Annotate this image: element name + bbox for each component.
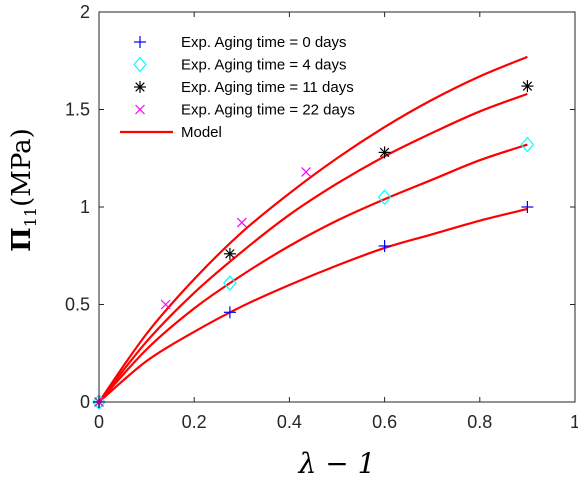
marker-stroke [301, 166, 311, 177]
legend-entry-2: Exp. Aging time = 11 days [181, 79, 354, 96]
x-tick-label: 0.4 [277, 412, 302, 432]
legend-entry-model: Model [181, 124, 222, 141]
plot-area [92, 55, 535, 410]
y-axis-label: Π11(MPa) [7, 128, 40, 252]
data-point-series-1 [92, 394, 106, 410]
y-tick-label: 0 [80, 392, 90, 412]
marker-shape [377, 189, 392, 206]
x-tick-label: 0.8 [467, 412, 492, 432]
model-curve-3 [98, 55, 528, 403]
data-point-series-3 [160, 299, 171, 310]
data-point-series-2 [223, 247, 236, 260]
model-curve-1 [98, 143, 528, 403]
marker-shape [223, 275, 237, 291]
data-point-series-1 [377, 189, 392, 206]
model-curve-0 [98, 207, 528, 403]
legend-entry-3: Exp. Aging time = 22 days [181, 102, 355, 119]
marker-stroke [160, 299, 171, 310]
data-point-series-0 [521, 201, 534, 213]
y-tick-label: 1.5 [65, 100, 90, 120]
marker-shape [520, 136, 535, 153]
marker-shape [133, 56, 147, 73]
data-point-series-0 [223, 306, 236, 319]
data-point-series-1 [223, 275, 237, 291]
y-tick-label: 0.5 [65, 295, 90, 315]
marker-stroke [379, 147, 390, 158]
y-tick-label: 1 [80, 197, 90, 217]
legend-entry-0: Exp. Aging time = 0 days [181, 34, 347, 51]
legend-marker-2 [134, 81, 146, 93]
data-point-series-3 [301, 166, 311, 177]
legend-marker-3 [135, 104, 145, 115]
x-tick-label: 1 [570, 412, 578, 432]
data-point-series-2 [378, 146, 391, 159]
x-tick-label: 0.6 [372, 412, 397, 432]
x-axis-label: λ − 1 [298, 447, 376, 480]
data-point-series-2 [521, 80, 534, 93]
marker-stroke [225, 249, 235, 259]
model-curve-2 [98, 92, 528, 403]
legend-marker-0 [134, 36, 146, 48]
marker-stroke [236, 217, 247, 228]
legend-marker-1 [133, 56, 147, 73]
x-tick-label: 0.2 [182, 412, 207, 432]
legend: Exp. Aging time = 0 days Exp. Aging time … [120, 34, 355, 141]
data-point-series-1 [520, 136, 535, 153]
legend-entry-1: Exp. Aging time = 4 days [181, 57, 347, 74]
marker-shape [92, 394, 106, 410]
data-point-series-0 [378, 240, 391, 252]
axes: 0 0.2 0.4 0.6 0.8 1 0 0.5 1 1.5 2 [65, 2, 578, 432]
y-tick-label: 2 [80, 2, 90, 22]
data-point-series-3 [236, 217, 247, 228]
marker-stroke [135, 82, 145, 92]
marker-stroke [522, 81, 533, 91]
marker-stroke [135, 104, 145, 115]
x-tick-label: 0 [94, 412, 104, 432]
